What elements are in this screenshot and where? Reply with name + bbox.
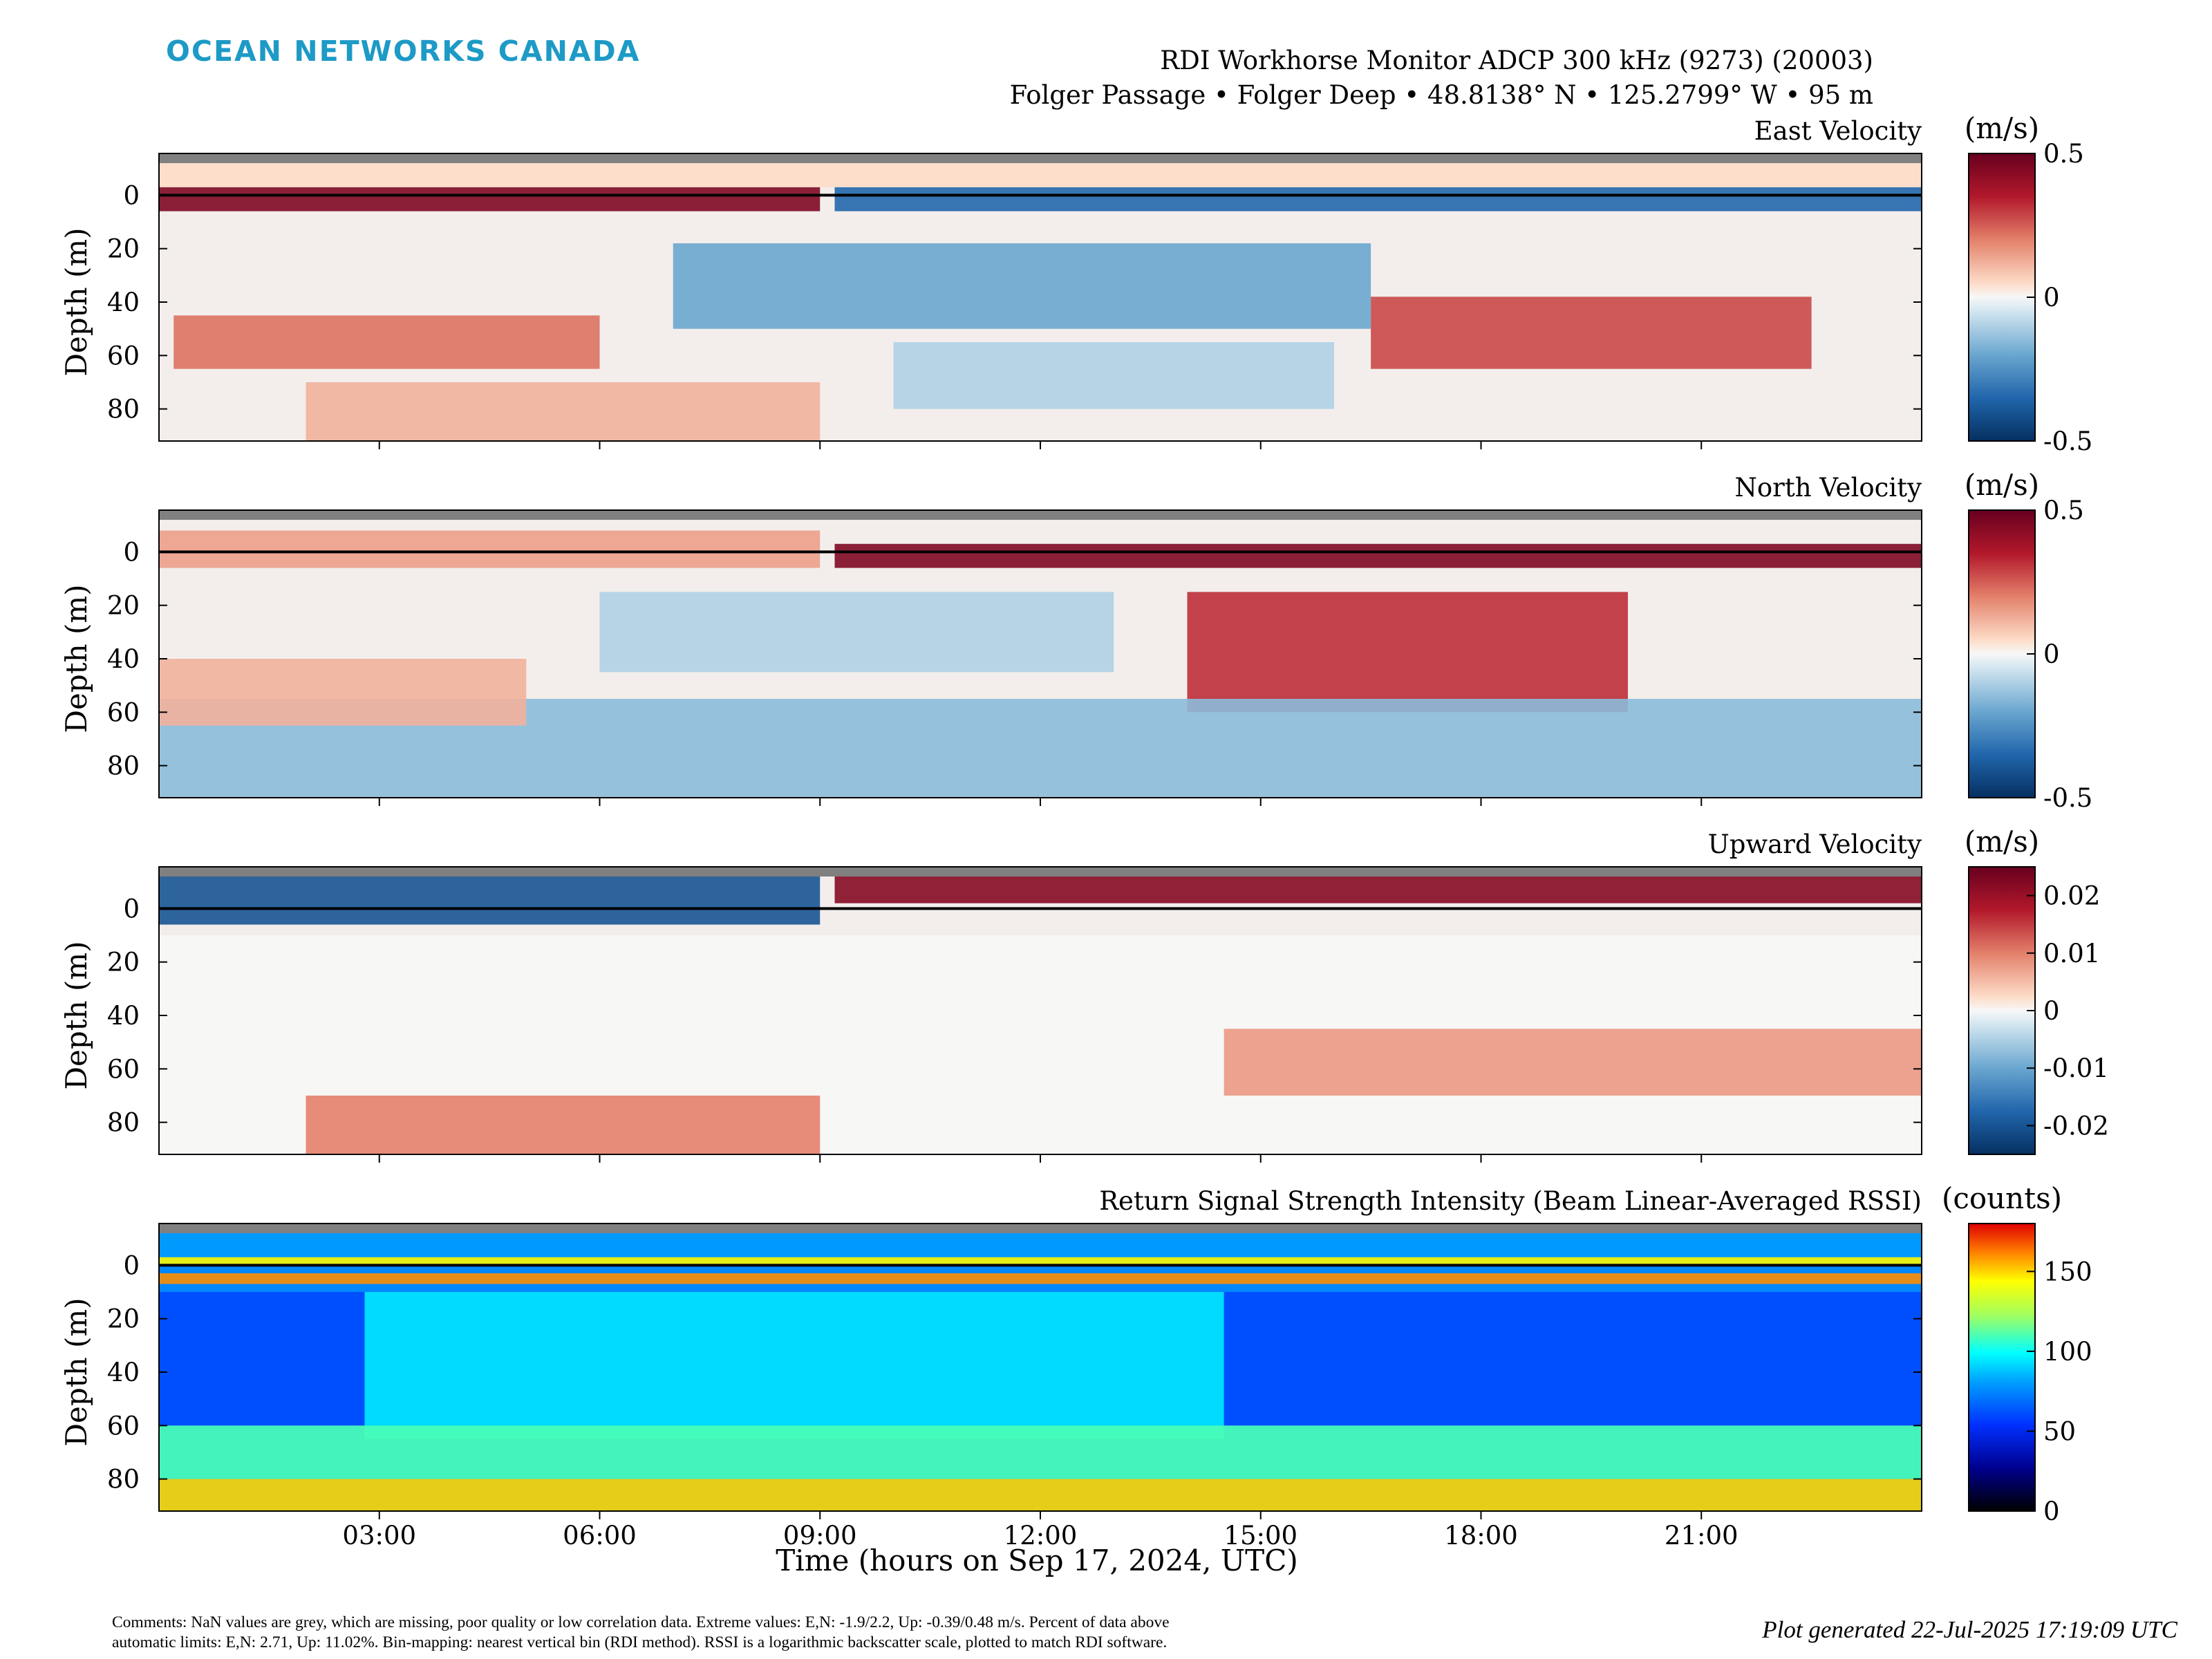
x-tick-label: 15:00 — [1224, 1521, 1297, 1550]
heatmap-region — [834, 187, 1922, 212]
colorbar-tick-label: 0 — [2043, 639, 2060, 669]
heatmap-region — [159, 163, 1922, 187]
y-tick-label: 40 — [107, 1001, 140, 1031]
x-tick-label: 21:00 — [1665, 1521, 1738, 1550]
heatmap-region — [306, 1095, 821, 1154]
colorbar-unit: (m/s) — [1965, 111, 2039, 145]
y-axis-label: Depth (m) — [59, 584, 93, 733]
y-tick-label: 40 — [107, 1358, 140, 1387]
colorbar-tick-label: 0.01 — [2043, 939, 2100, 968]
panel-title: Upward Velocity — [1708, 830, 1922, 859]
colorbar-unit: (m/s) — [1965, 825, 2039, 859]
y-tick-label: 80 — [107, 1108, 140, 1138]
figure-title: RDI Workhorse Monitor ADCP 300 kHz (9273… — [1160, 46, 1873, 75]
y-tick-label: 80 — [107, 751, 140, 781]
colorbar — [1968, 866, 2036, 1155]
y-tick-label: 60 — [107, 341, 140, 371]
figure-subtitle: Folger Passage • Folger Deep • 48.8138° … — [1010, 80, 1873, 110]
heatmap-region — [834, 877, 1922, 903]
heatmap-region — [599, 592, 1114, 673]
colorbar-tick-label: -0.5 — [2043, 427, 2092, 456]
y-tick-label: 20 — [107, 591, 140, 621]
colorbar-tick-label: -0.01 — [2043, 1053, 2109, 1083]
colorbar-unit: (m/s) — [1965, 468, 2039, 502]
heatmap-region — [159, 1273, 1922, 1284]
y-tick-label: 40 — [107, 288, 140, 317]
nan-band — [159, 867, 1922, 877]
y-tick-label: 20 — [107, 1304, 140, 1334]
heatmap-region — [159, 530, 821, 568]
panel-4: 0 20 40 60 80 03:00 06:00 09:00 12:00 15:00 18:00 2… — [59, 1181, 2092, 1550]
colorbar-tick-label: 0.5 — [2043, 139, 2084, 169]
y-tick-label: 80 — [107, 395, 140, 424]
y-tick-label: 0 — [123, 894, 140, 924]
y-tick-label: 20 — [107, 948, 140, 977]
x-tick-label: 03:00 — [342, 1521, 416, 1550]
x-tick-label: 09:00 — [783, 1521, 857, 1550]
y-tick-label: 60 — [107, 1054, 140, 1084]
heatmap-region — [159, 1257, 1922, 1266]
heatmap-region — [893, 341, 1334, 409]
y-tick-label: 40 — [107, 644, 140, 674]
y-tick-label: 0 — [123, 1250, 140, 1280]
colorbar-tick-label: -0.02 — [2043, 1111, 2109, 1141]
y-tick-label: 60 — [107, 697, 140, 727]
y-tick-label: 0 — [123, 180, 140, 210]
heatmap-region — [159, 1425, 1922, 1479]
colorbar-tick-label: 50 — [2043, 1416, 2076, 1446]
colorbar — [1968, 153, 2036, 442]
panel-title: North Velocity — [1735, 473, 1922, 503]
nan-band — [159, 1224, 1922, 1233]
colorbar-unit: (counts) — [1942, 1181, 2062, 1215]
x-tick-label: 18:00 — [1444, 1521, 1518, 1550]
colorbar-tick-label: 150 — [2043, 1257, 2092, 1286]
panel-title: Return Signal Strength Intensity (Beam L… — [1099, 1186, 1922, 1216]
colorbar-tick-label: -0.5 — [2043, 783, 2092, 813]
y-tick-label: 60 — [107, 1411, 140, 1441]
colorbar-tick-label: 0 — [2043, 1497, 2060, 1526]
heatmap-region — [159, 659, 527, 726]
x-axis-label: Time (hours on Sep 17, 2024, UTC) — [776, 1544, 1297, 1577]
y-tick-label: 80 — [107, 1465, 140, 1494]
panel-2: 0 20 40 60 80 Depth (m) North Velocity (m/s)0.5… — [59, 468, 2092, 813]
heatmap-region — [1371, 297, 1812, 369]
y-axis-label: Depth (m) — [59, 1297, 93, 1446]
heatmap-region — [1224, 1029, 1922, 1096]
colorbar — [1968, 1223, 2036, 1512]
colorbar — [1968, 509, 2036, 798]
colorbar-tick-label: 0 — [2043, 283, 2060, 312]
heatmap-region — [1187, 592, 1628, 713]
x-tick-label: 06:00 — [563, 1521, 637, 1550]
colorbar-tick-label: 0 — [2043, 996, 2060, 1026]
y-axis-label: Depth (m) — [59, 227, 93, 376]
comments-line-1: Comments: NaN values are grey, which are… — [112, 1613, 1170, 1631]
heatmap-region — [673, 243, 1371, 329]
heatmap-region — [159, 187, 821, 212]
colorbar-tick-label: 0.02 — [2043, 881, 2100, 911]
nan-band — [159, 153, 1922, 163]
heatmap-region — [364, 1292, 1224, 1439]
heatmap-region — [159, 877, 821, 925]
brand-logo: OCEAN NETWORKS CANADA — [166, 35, 640, 68]
heatmap-region — [174, 315, 600, 369]
panel-1: 0 20 40 60 80 Depth (m) East Velocity (m/s)0.5 0… — [59, 111, 2092, 456]
heatmap-region — [159, 1479, 1922, 1511]
heatmap-region — [306, 382, 821, 441]
colorbar-tick-label: 0.5 — [2043, 496, 2084, 525]
y-tick-label: 0 — [123, 537, 140, 567]
y-axis-label: Depth (m) — [59, 941, 93, 1089]
y-tick-label: 20 — [107, 234, 140, 264]
x-tick-label: 12:00 — [1004, 1521, 1078, 1550]
comments-line-2: automatic limits: E,N: 2.71, Up: 11.02%.… — [112, 1633, 1168, 1651]
heatmap-region — [159, 1233, 1922, 1257]
colorbar-tick-label: 100 — [2043, 1337, 2092, 1367]
heatmap-region — [834, 543, 1922, 568]
nan-band — [159, 510, 1922, 520]
plot-generated-text: Plot generated 22-Jul-2025 17:19:09 UTC — [1762, 1616, 2177, 1643]
panel-title: East Velocity — [1754, 116, 1922, 146]
